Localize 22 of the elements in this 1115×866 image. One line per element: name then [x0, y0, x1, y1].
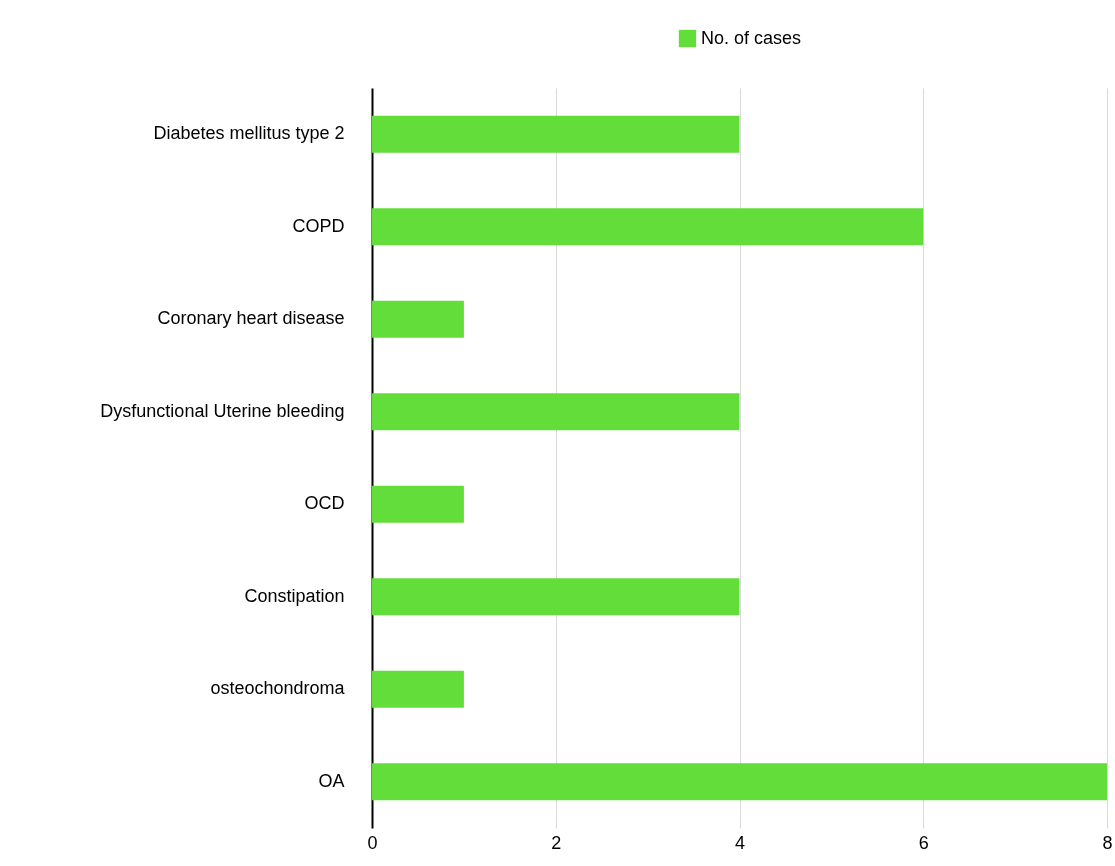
x-tick-label: 2	[551, 832, 562, 853]
bar	[372, 578, 740, 616]
y-tick-label: Dysfunctional Uterine bleeding	[100, 400, 345, 421]
y-tick-label: OA	[318, 770, 345, 791]
x-tick-label: 0	[367, 832, 378, 853]
bar	[372, 208, 924, 246]
y-tick-label: Constipation	[244, 585, 345, 606]
bar	[372, 393, 740, 431]
x-tick-label: 6	[918, 832, 929, 853]
y-tick-label: Coronary heart disease	[157, 308, 345, 329]
legend-label: No. of cases	[701, 27, 802, 48]
y-tick-label: osteochondroma	[210, 678, 346, 699]
bar	[372, 763, 1107, 801]
y-tick-label: Diabetes mellitus type 2	[153, 123, 345, 144]
x-tick-label: 8	[1102, 832, 1113, 853]
bar	[372, 300, 464, 338]
y-tick-label: OCD	[304, 493, 345, 514]
bar	[372, 485, 464, 523]
x-tick-label: 4	[734, 832, 746, 853]
bar	[372, 115, 740, 153]
bar	[372, 670, 464, 708]
y-tick-label: COPD	[292, 215, 345, 236]
